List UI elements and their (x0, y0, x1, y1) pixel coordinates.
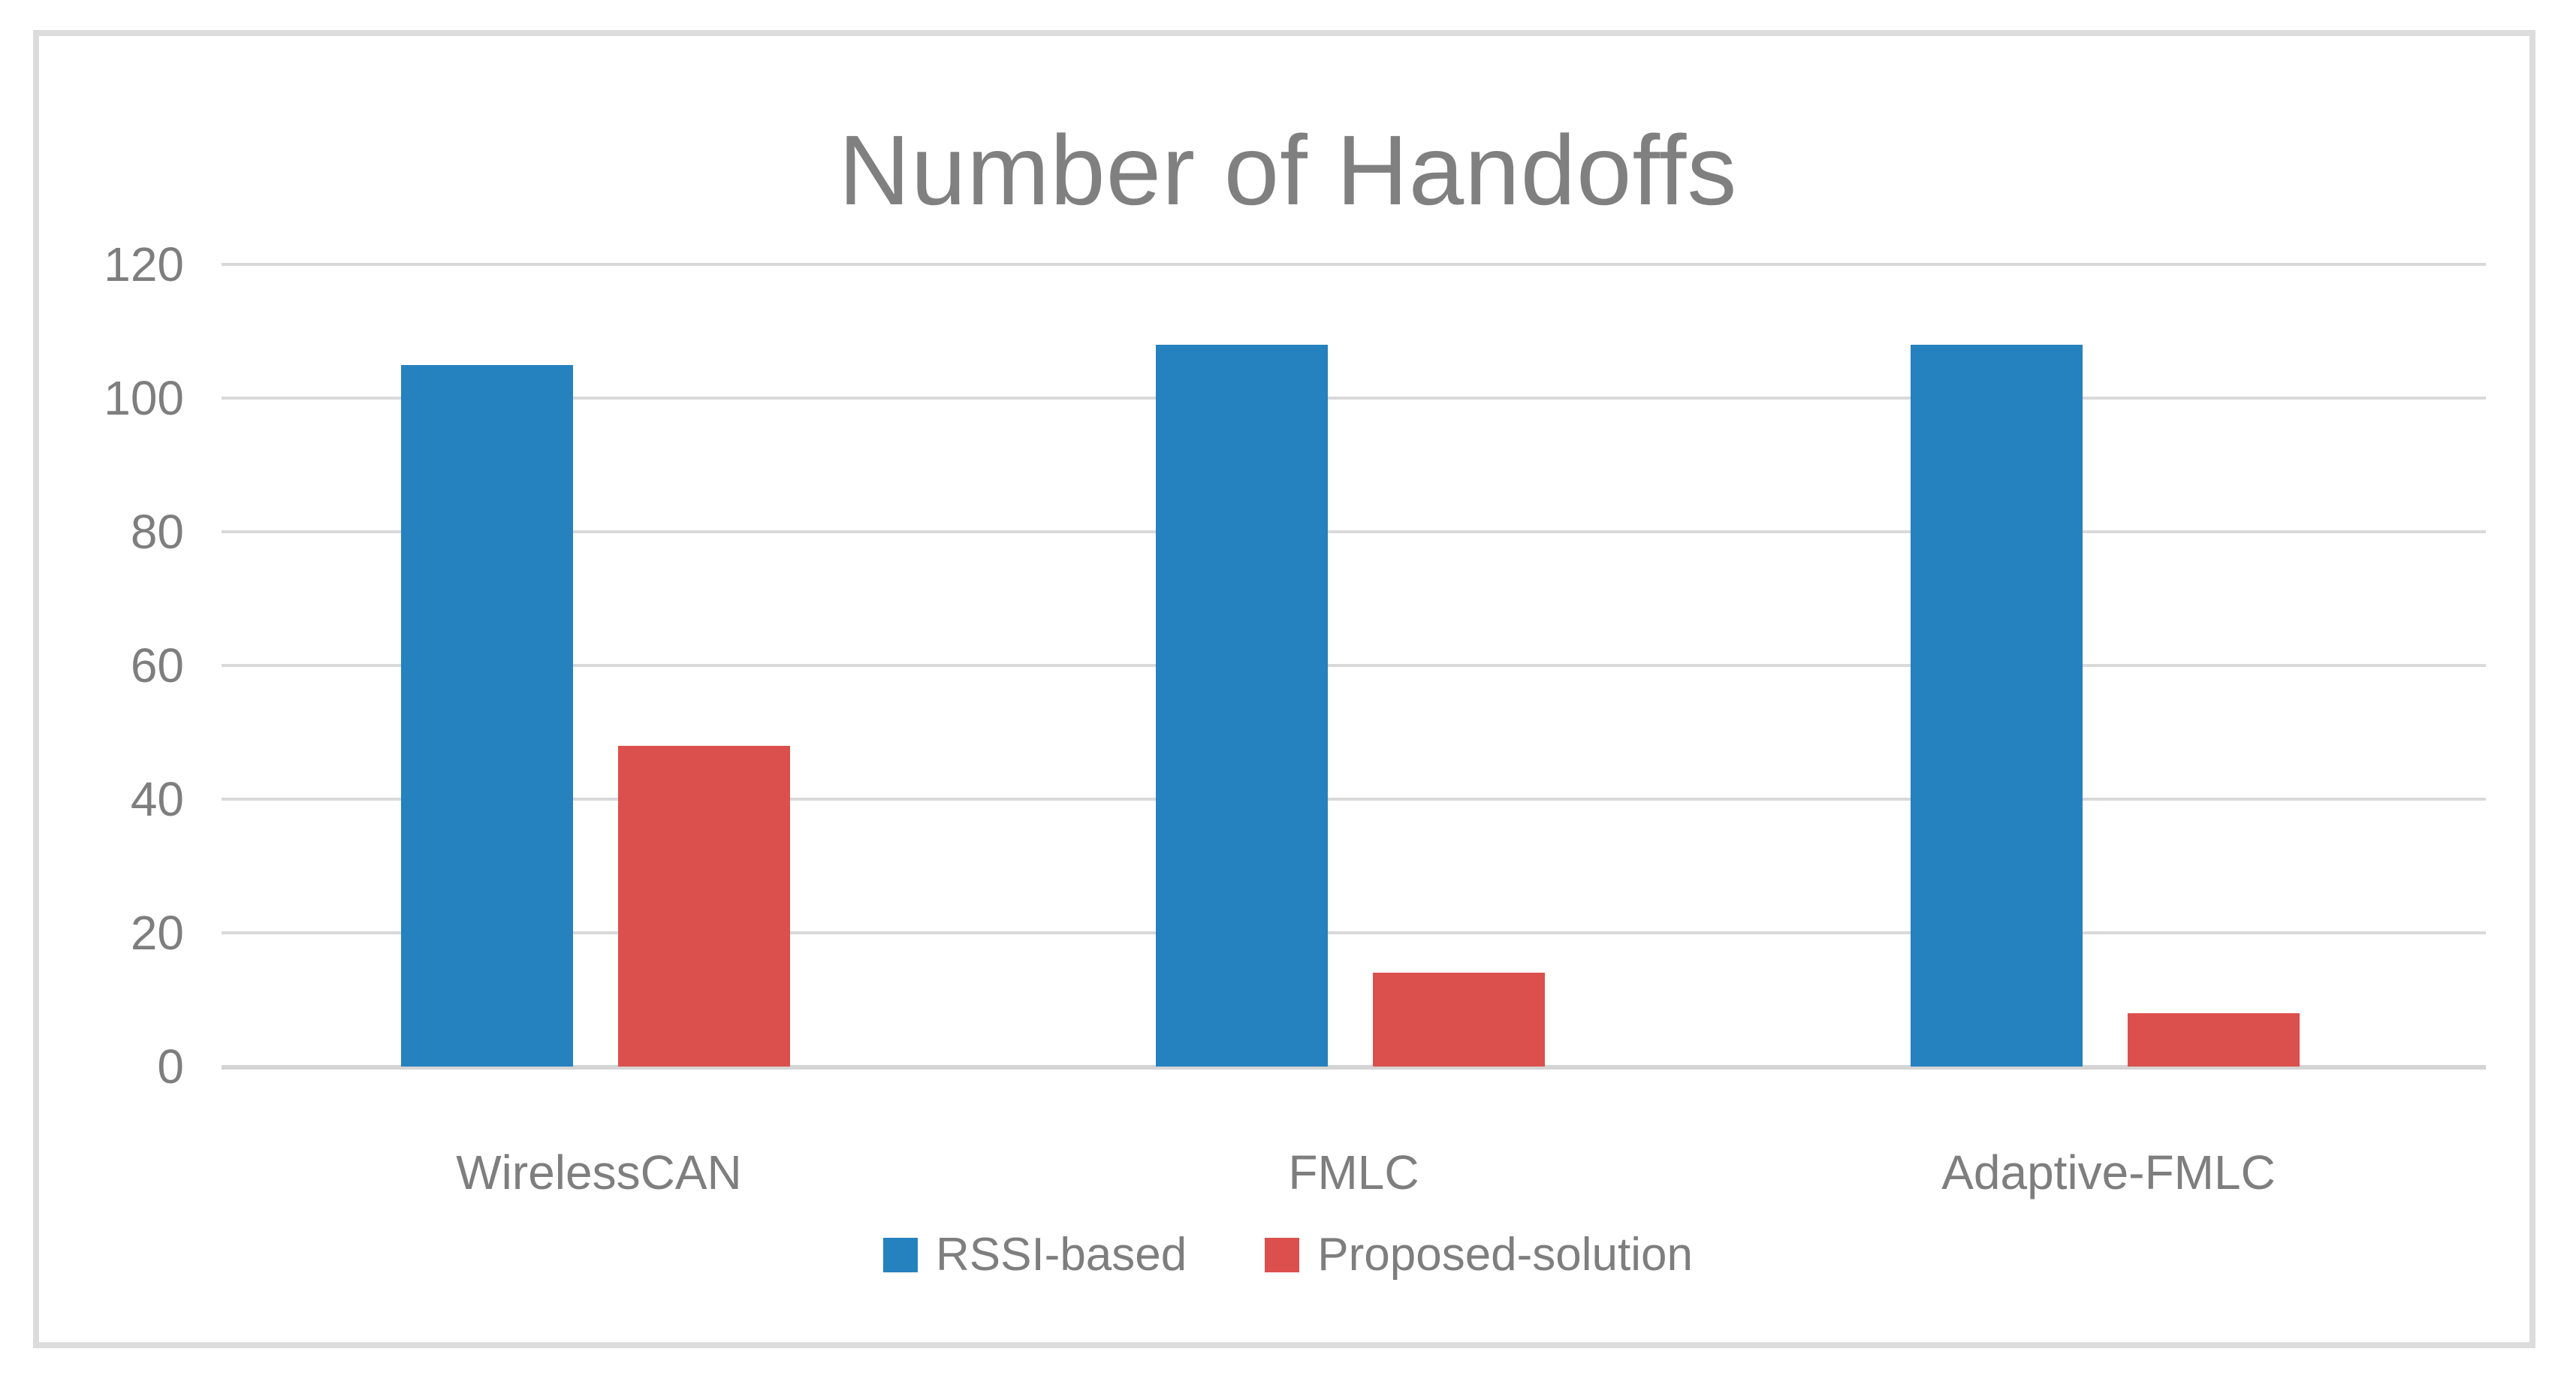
category-label-wirelesscan: WirelessCAN (456, 1145, 742, 1199)
legend-swatch-rssi-based-icon (882, 1238, 918, 1272)
legend-swatch-proposed-solution-icon (1265, 1238, 1300, 1272)
legend-label: RSSI-based (935, 1229, 1187, 1281)
bar-proposed-solution-wirelesscan (618, 745, 790, 1067)
legend-label: Proposed-solution (1317, 1229, 1694, 1281)
y-tick-label: 100 (104, 371, 184, 425)
legend-item-proposed-solution: Proposed-solution (1265, 1226, 1693, 1284)
y-tick-label: 40 (130, 772, 184, 826)
chart-title: Number of Handoffs (838, 115, 1738, 225)
category-label-adaptive-fmlc: Adaptive-FMLC (1941, 1145, 2276, 1199)
gridline (222, 397, 2486, 400)
legend-item-rssi-based: RSSI-based (882, 1226, 1187, 1284)
bar-proposed-solution-fmlc (1373, 973, 1545, 1067)
gridline (222, 263, 2486, 266)
y-tick-label: 60 (130, 638, 184, 693)
legend: RSSI-based Proposed-solution (0, 1226, 2576, 1284)
bar-proposed-solution-adaptive-fmlc (2128, 1012, 2300, 1067)
y-tick-label: 120 (104, 237, 184, 291)
bar-rssi-based-wirelesscan (401, 364, 573, 1067)
plot-area: 0 20 40 60 80 100 120 WirelessCAN FMLC Adaptive-F… (104, 237, 2486, 1199)
x-axis-line (222, 1065, 2486, 1070)
y-tick-label: 80 (130, 505, 184, 559)
gridline (222, 931, 2486, 934)
y-tick-label: 0 (157, 1040, 184, 1094)
bar-rssi-based-fmlc (1156, 344, 1328, 1067)
bar-rssi-based-adaptive-fmlc (1911, 344, 2083, 1067)
gridline (222, 664, 2486, 667)
gridline (222, 798, 2486, 801)
gridline (222, 530, 2486, 533)
category-label-fmlc: FMLC (1288, 1145, 1419, 1199)
y-tick-label: 20 (130, 906, 184, 960)
